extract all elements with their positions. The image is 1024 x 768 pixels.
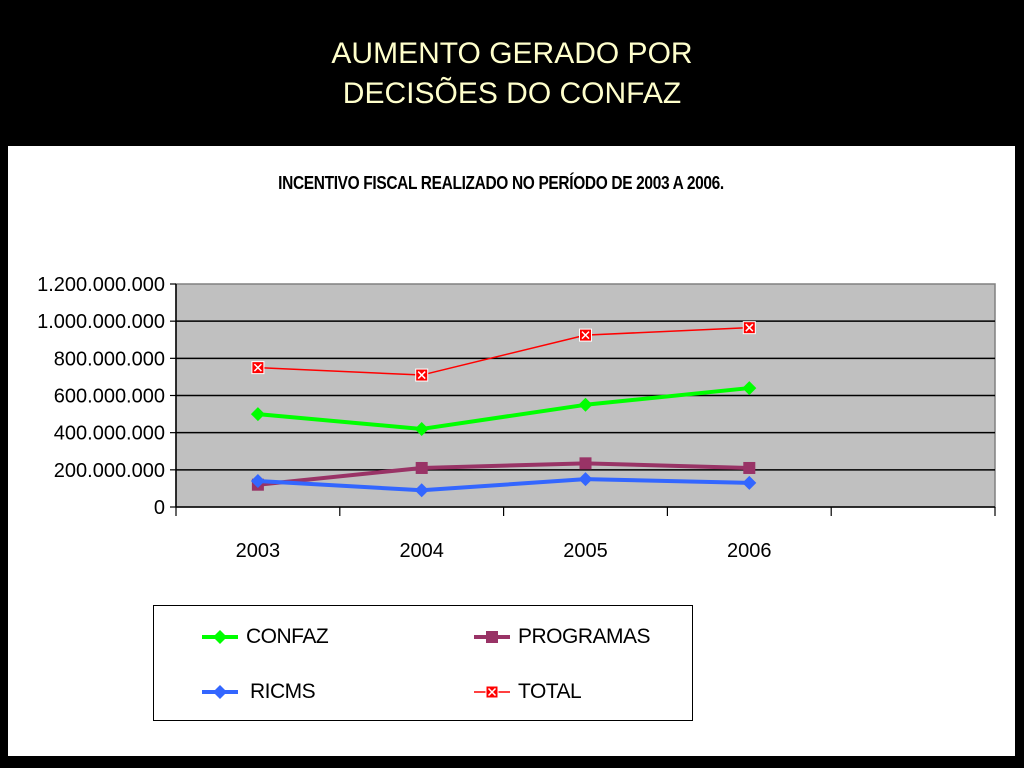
- x-tick-label: 2004: [399, 540, 444, 562]
- legend-label-ricms: RICMS: [250, 680, 316, 703]
- data-point-confaz: [742, 381, 757, 396]
- chart-panel: INCENTIVO FISCAL REALIZADO NO PERÍODO DE…: [8, 146, 1015, 756]
- data-point-programas: [743, 461, 756, 474]
- data-point-programas: [579, 457, 592, 470]
- legend-label-total: TOTAL: [518, 680, 582, 703]
- legend-label-programas: PROGRAMAS: [518, 625, 651, 648]
- data-point-ricms: [250, 473, 265, 488]
- y-tick-label: 1.200.000.000: [37, 274, 165, 296]
- slide-title: AUMENTO GERADO POR DECISÕES DO CONFAZ: [0, 34, 1024, 114]
- x-tick-label: 2005: [563, 540, 608, 562]
- data-point-confaz: [414, 421, 429, 436]
- chart-legend: CONFAZ PROGRAMAS RICMS: [153, 605, 693, 721]
- data-point-ricms: [578, 472, 593, 487]
- y-tick-label: 400.000.000: [54, 423, 165, 445]
- data-point-ricms: [742, 475, 757, 490]
- y-tick-label: 1.000.000.000: [37, 311, 165, 333]
- legend-swatch-total: [474, 685, 510, 699]
- slide-title-line-2: DECISÕES DO CONFAZ: [342, 77, 682, 110]
- series-line-confaz: [257, 386, 750, 431]
- y-tick-label: 0: [154, 497, 165, 519]
- line-chart: 0 200.000.000 400.000.000 600.000.000 800.00…: [37, 274, 996, 562]
- data-point-cross-total: [417, 371, 426, 380]
- chart-title: INCENTIVO FISCAL REALIZADO NO PERÍODO DE…: [278, 173, 724, 193]
- x-tick-label: 2006: [727, 540, 772, 562]
- series-line-ricms: [257, 477, 750, 493]
- x-tick-label: 2003: [236, 540, 281, 562]
- legend-item-ricms: RICMS: [200, 677, 316, 707]
- legend-swatch-ricms: [202, 685, 238, 699]
- legend-swatch-confaz: [202, 630, 238, 644]
- legend-label-confaz: CONFAZ: [246, 625, 329, 648]
- data-point-cross-total: [253, 363, 262, 372]
- y-tick-label: 200.000.000: [54, 460, 165, 482]
- series-line-programas: [257, 461, 750, 487]
- data-point-confaz: [250, 407, 265, 422]
- legend-item-confaz: CONFAZ: [200, 622, 329, 652]
- legend-item-programas: PROGRAMAS: [472, 622, 651, 652]
- data-point-ricms: [414, 483, 429, 498]
- y-tick-label: 800.000.000: [54, 348, 165, 370]
- y-tick-label: 600.000.000: [54, 386, 165, 408]
- legend-item-total: TOTAL: [472, 677, 582, 707]
- data-point-confaz: [578, 397, 593, 412]
- data-point-cross-total: [745, 323, 754, 332]
- series-line-total: [257, 326, 750, 376]
- data-point-programas: [415, 461, 428, 474]
- legend-swatch-programas: [474, 631, 510, 643]
- data-point-cross-total: [581, 331, 590, 340]
- slide-title-line-1: AUMENTO GERADO POR: [331, 37, 693, 70]
